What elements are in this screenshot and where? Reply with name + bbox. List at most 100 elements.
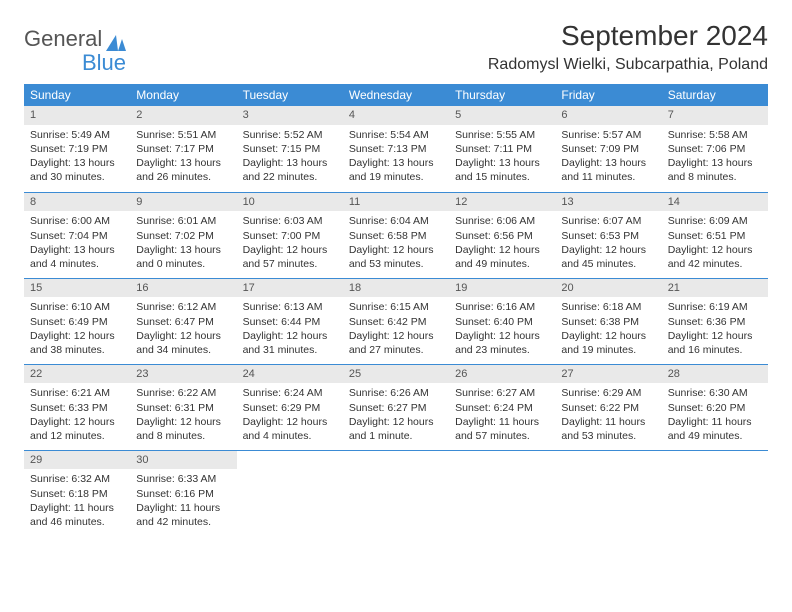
day-body: Sunrise: 6:00 AMSunset: 7:04 PMDaylight:…	[24, 211, 130, 275]
daylight-line: Daylight: 12 hours and 42 minutes.	[668, 243, 762, 271]
weekday-header: Saturday	[662, 84, 768, 106]
calendar-cell: 6Sunrise: 5:57 AMSunset: 7:09 PMDaylight…	[555, 106, 661, 192]
daylight-line: Daylight: 13 hours and 11 minutes.	[561, 156, 655, 184]
sunset-line: Sunset: 6:18 PM	[30, 487, 124, 501]
daylight-line: Daylight: 12 hours and 19 minutes.	[561, 329, 655, 357]
day-number: 14	[662, 193, 768, 212]
sunset-line: Sunset: 6:47 PM	[136, 315, 230, 329]
daylight-line: Daylight: 13 hours and 26 minutes.	[136, 156, 230, 184]
daylight-line: Daylight: 11 hours and 53 minutes.	[561, 415, 655, 443]
day-body: Sunrise: 6:33 AMSunset: 6:16 PMDaylight:…	[130, 469, 236, 533]
sunrise-line: Sunrise: 6:13 AM	[243, 300, 337, 314]
calendar-cell	[662, 450, 768, 536]
day-body: Sunrise: 6:29 AMSunset: 6:22 PMDaylight:…	[555, 383, 661, 447]
day-number: 23	[130, 365, 236, 384]
brand-logo-mark	[106, 31, 126, 47]
day-number: 17	[237, 279, 343, 298]
weekday-header: Friday	[555, 84, 661, 106]
sunset-line: Sunset: 7:15 PM	[243, 142, 337, 156]
weekday-header: Wednesday	[343, 84, 449, 106]
calendar-cell	[449, 450, 555, 536]
day-number: 19	[449, 279, 555, 298]
daylight-line: Daylight: 12 hours and 16 minutes.	[668, 329, 762, 357]
calendar-cell: 4Sunrise: 5:54 AMSunset: 7:13 PMDaylight…	[343, 106, 449, 192]
calendar-cell: 28Sunrise: 6:30 AMSunset: 6:20 PMDayligh…	[662, 364, 768, 450]
calendar-cell	[237, 450, 343, 536]
day-body: Sunrise: 6:19 AMSunset: 6:36 PMDaylight:…	[662, 297, 768, 361]
sunset-line: Sunset: 6:20 PM	[668, 401, 762, 415]
day-number: 2	[130, 106, 236, 125]
sunrise-line: Sunrise: 5:54 AM	[349, 128, 443, 142]
sunset-line: Sunset: 7:09 PM	[561, 142, 655, 156]
calendar-row: 15Sunrise: 6:10 AMSunset: 6:49 PMDayligh…	[24, 278, 768, 364]
day-number: 24	[237, 365, 343, 384]
calendar-body: 1Sunrise: 5:49 AMSunset: 7:19 PMDaylight…	[24, 106, 768, 536]
day-body: Sunrise: 6:06 AMSunset: 6:56 PMDaylight:…	[449, 211, 555, 275]
calendar-cell: 2Sunrise: 5:51 AMSunset: 7:17 PMDaylight…	[130, 106, 236, 192]
sunrise-line: Sunrise: 6:07 AM	[561, 214, 655, 228]
day-body: Sunrise: 6:13 AMSunset: 6:44 PMDaylight:…	[237, 297, 343, 361]
sunrise-line: Sunrise: 6:19 AM	[668, 300, 762, 314]
weekday-header: Monday	[130, 84, 236, 106]
brand-name-1: General	[24, 26, 102, 52]
calendar-cell: 26Sunrise: 6:27 AMSunset: 6:24 PMDayligh…	[449, 364, 555, 450]
sunrise-line: Sunrise: 5:52 AM	[243, 128, 337, 142]
calendar-cell: 14Sunrise: 6:09 AMSunset: 6:51 PMDayligh…	[662, 192, 768, 278]
day-number: 26	[449, 365, 555, 384]
day-body: Sunrise: 6:32 AMSunset: 6:18 PMDaylight:…	[24, 469, 130, 533]
sunset-line: Sunset: 7:13 PM	[349, 142, 443, 156]
day-body: Sunrise: 6:04 AMSunset: 6:58 PMDaylight:…	[343, 211, 449, 275]
sunset-line: Sunset: 6:29 PM	[243, 401, 337, 415]
day-body: Sunrise: 5:52 AMSunset: 7:15 PMDaylight:…	[237, 125, 343, 189]
day-number: 29	[24, 451, 130, 470]
page-subtitle: Radomysl Wielki, Subcarpathia, Poland	[24, 56, 768, 74]
day-body: Sunrise: 5:57 AMSunset: 7:09 PMDaylight:…	[555, 125, 661, 189]
calendar-cell: 9Sunrise: 6:01 AMSunset: 7:02 PMDaylight…	[130, 192, 236, 278]
day-number: 22	[24, 365, 130, 384]
day-number: 3	[237, 106, 343, 125]
calendar-row: 1Sunrise: 5:49 AMSunset: 7:19 PMDaylight…	[24, 106, 768, 192]
calendar-cell: 17Sunrise: 6:13 AMSunset: 6:44 PMDayligh…	[237, 278, 343, 364]
sunrise-line: Sunrise: 6:24 AM	[243, 386, 337, 400]
calendar-row: 29Sunrise: 6:32 AMSunset: 6:18 PMDayligh…	[24, 450, 768, 536]
sunset-line: Sunset: 6:22 PM	[561, 401, 655, 415]
page-title: September 2024	[561, 20, 768, 52]
sunrise-line: Sunrise: 6:16 AM	[455, 300, 549, 314]
sunset-line: Sunset: 6:42 PM	[349, 315, 443, 329]
calendar-cell: 16Sunrise: 6:12 AMSunset: 6:47 PMDayligh…	[130, 278, 236, 364]
sunrise-line: Sunrise: 5:57 AM	[561, 128, 655, 142]
day-number: 27	[555, 365, 661, 384]
daylight-line: Daylight: 12 hours and 27 minutes.	[349, 329, 443, 357]
day-body: Sunrise: 6:09 AMSunset: 6:51 PMDaylight:…	[662, 211, 768, 275]
weekday-header-row: Sunday Monday Tuesday Wednesday Thursday…	[24, 84, 768, 106]
day-body: Sunrise: 6:07 AMSunset: 6:53 PMDaylight:…	[555, 211, 661, 275]
day-body: Sunrise: 6:18 AMSunset: 6:38 PMDaylight:…	[555, 297, 661, 361]
calendar-cell: 22Sunrise: 6:21 AMSunset: 6:33 PMDayligh…	[24, 364, 130, 450]
sunrise-line: Sunrise: 5:49 AM	[30, 128, 124, 142]
day-number: 25	[343, 365, 449, 384]
sunrise-line: Sunrise: 5:51 AM	[136, 128, 230, 142]
day-body: Sunrise: 5:49 AMSunset: 7:19 PMDaylight:…	[24, 125, 130, 189]
calendar-row: 8Sunrise: 6:00 AMSunset: 7:04 PMDaylight…	[24, 192, 768, 278]
daylight-line: Daylight: 12 hours and 53 minutes.	[349, 243, 443, 271]
day-body: Sunrise: 6:26 AMSunset: 6:27 PMDaylight:…	[343, 383, 449, 447]
calendar-cell: 7Sunrise: 5:58 AMSunset: 7:06 PMDaylight…	[662, 106, 768, 192]
day-number: 4	[343, 106, 449, 125]
day-body: Sunrise: 6:01 AMSunset: 7:02 PMDaylight:…	[130, 211, 236, 275]
sunset-line: Sunset: 7:00 PM	[243, 229, 337, 243]
sunset-line: Sunset: 6:36 PM	[668, 315, 762, 329]
sunrise-line: Sunrise: 6:21 AM	[30, 386, 124, 400]
day-body: Sunrise: 6:03 AMSunset: 7:00 PMDaylight:…	[237, 211, 343, 275]
sunset-line: Sunset: 6:49 PM	[30, 315, 124, 329]
calendar-cell: 19Sunrise: 6:16 AMSunset: 6:40 PMDayligh…	[449, 278, 555, 364]
sunrise-line: Sunrise: 6:33 AM	[136, 472, 230, 486]
daylight-line: Daylight: 12 hours and 1 minute.	[349, 415, 443, 443]
sunrise-line: Sunrise: 6:03 AM	[243, 214, 337, 228]
sunrise-line: Sunrise: 6:09 AM	[668, 214, 762, 228]
day-number: 1	[24, 106, 130, 125]
sunset-line: Sunset: 6:33 PM	[30, 401, 124, 415]
sunrise-line: Sunrise: 6:15 AM	[349, 300, 443, 314]
day-body: Sunrise: 6:10 AMSunset: 6:49 PMDaylight:…	[24, 297, 130, 361]
calendar-cell: 5Sunrise: 5:55 AMSunset: 7:11 PMDaylight…	[449, 106, 555, 192]
calendar-cell: 10Sunrise: 6:03 AMSunset: 7:00 PMDayligh…	[237, 192, 343, 278]
